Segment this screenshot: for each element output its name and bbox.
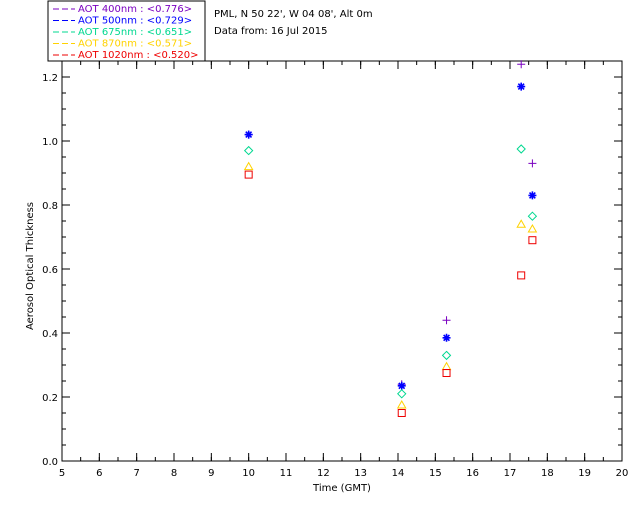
point-675nm	[516, 144, 526, 154]
x-tick-label: 11	[280, 468, 293, 479]
point-500nm	[244, 130, 253, 139]
title-line-2: Data from: 16 Jul 2015	[214, 26, 327, 37]
x-tick-label: 5	[59, 468, 65, 479]
point-1020nm	[442, 369, 451, 377]
legend-label-400nm: AOT 400nm : <0.776>	[78, 4, 192, 15]
y-tick-label: 0.0	[42, 457, 58, 468]
data-points	[243, 60, 538, 417]
point-675nm	[243, 145, 254, 156]
point-1020nm	[397, 409, 406, 417]
plot-frame	[61, 60, 623, 462]
x-tick-label: 7	[133, 468, 139, 479]
y-tick-label: 1.0	[42, 137, 58, 148]
title-line-1: PML, N 50 22', W 04 08', Alt 0m	[214, 9, 373, 20]
point-400nm	[517, 60, 526, 69]
point-675nm	[441, 350, 452, 361]
x-tick-label: 19	[578, 468, 591, 479]
x-tick-label: 9	[208, 468, 214, 479]
legend-label-870nm: AOT 870nm : <0.571>	[78, 39, 192, 50]
y-tick-label: 0.4	[42, 329, 58, 340]
point-870nm	[516, 219, 527, 228]
legend-label-675nm: AOT 675nm : <0.651>	[78, 27, 192, 38]
y-axis-label: Aerosol Optical Thickness	[25, 202, 36, 330]
x-tick-label: 12	[317, 468, 330, 479]
axis-ticks	[61, 60, 623, 462]
point-500nm	[517, 82, 526, 91]
x-tick-label: 10	[242, 468, 255, 479]
legend: AOT 400nm : <0.776>AOT 500nm : <0.729>AO…	[53, 4, 198, 61]
point-500nm	[442, 333, 451, 342]
x-tick-label: 14	[392, 468, 405, 479]
x-tick-label: 20	[616, 468, 629, 479]
point-500nm	[397, 381, 406, 390]
x-tick-label: 6	[96, 468, 102, 479]
x-tick-label: 16	[466, 468, 479, 479]
point-1020nm	[517, 271, 526, 280]
point-400nm	[442, 316, 451, 325]
y-tick-label: 0.8	[42, 201, 58, 212]
point-870nm	[441, 361, 452, 371]
point-675nm	[397, 389, 407, 399]
axis-tick-labels: 5 6 7 8 9 10 11 12 13 14 15 16 17 18 19 20 0.0 0.2 0.4 0.6 0…	[42, 73, 628, 479]
point-500nm	[528, 191, 537, 200]
point-400nm	[528, 159, 537, 168]
point-870nm	[243, 161, 254, 171]
y-tick-label: 0.2	[42, 393, 58, 404]
x-tick-label: 17	[504, 468, 517, 479]
legend-box	[47, 0, 206, 62]
point-870nm	[396, 399, 407, 409]
point-1020nm	[528, 236, 537, 245]
x-tick-label: 13	[354, 468, 367, 479]
x-tick-label: 15	[429, 468, 442, 479]
point-675nm	[527, 211, 538, 221]
x-tick-label: 8	[171, 468, 177, 479]
x-axis-label: Time (GMT)	[312, 483, 371, 494]
y-tick-label: 1.2	[42, 73, 58, 84]
x-tick-label: 18	[541, 468, 554, 479]
legend-label-1020nm: AOT 1020nm : <0.520>	[78, 50, 198, 61]
legend-label-500nm: AOT 500nm : <0.729>	[78, 16, 192, 27]
point-1020nm	[244, 170, 253, 179]
point-870nm	[527, 223, 538, 233]
y-tick-label: 0.6	[42, 265, 58, 276]
